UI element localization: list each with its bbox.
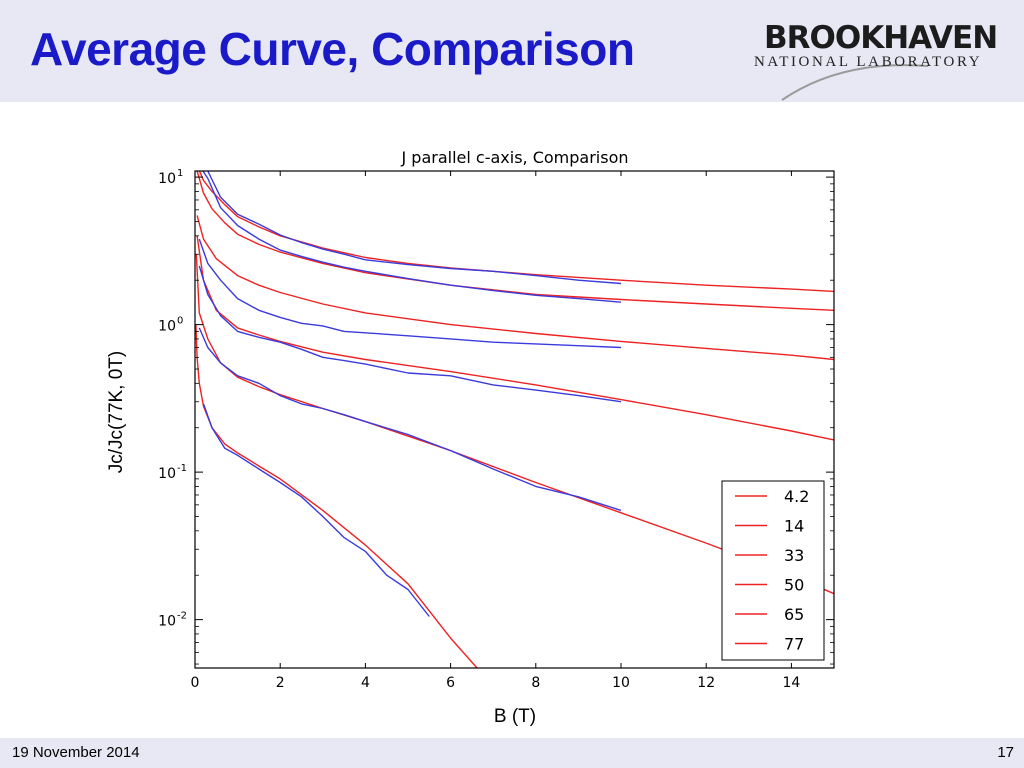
series-line-33 [196, 215, 834, 361]
legend-label: 65 [784, 605, 804, 624]
footer-band [0, 738, 1024, 768]
x-tick-label: 2 [276, 675, 285, 691]
y-tick-label: 10 -2 [158, 611, 187, 630]
y-tick-label: 10 1 [158, 168, 183, 187]
series-layer [195, 171, 834, 668]
y-tick-label-base: 10 [158, 614, 176, 630]
logo-swoosh-icon [781, 64, 929, 101]
y-tick-label-base: 10 [158, 319, 176, 335]
measured-series-line-7 [207, 171, 622, 285]
legend-label: 14 [784, 517, 804, 536]
chart-title: J parallel c-axis, Comparison [400, 148, 628, 167]
jc-comparison-chart: J parallel c-axis, Comparison 0 2 4 6 8 10 12 1… [106, 148, 835, 727]
measured-series-line-10 [198, 265, 622, 403]
y-tick-label: 10 0 [158, 316, 183, 335]
plot-frame [194, 170, 835, 669]
y-tick-label-base: 10 [158, 171, 176, 187]
y-tick-label-base: 10 [158, 466, 176, 482]
header-band [0, 0, 1024, 102]
legend-label: 50 [784, 576, 804, 595]
y-tick-label-exponent: -2 [177, 611, 187, 622]
series-line-4-2 [198, 171, 834, 293]
x-tick-label: 6 [446, 675, 455, 691]
x-tick-label: 4 [361, 675, 370, 691]
logo-name: BROOKHAVEN [764, 20, 998, 56]
series-line-77 [195, 324, 478, 668]
measured-series-line-8 [202, 171, 622, 303]
measured-series-line-12 [202, 403, 430, 617]
brookhaven-logo: BROOKHAVEN NATIONAL LABORATORY [748, 18, 1024, 102]
y-tick-label-exponent: -1 [177, 463, 187, 474]
chart-legend: 4.2 14 33 50 65 77 [721, 480, 825, 661]
legend-label: 77 [784, 635, 804, 654]
measured-series-line-11 [198, 327, 622, 512]
legend-box [721, 480, 825, 661]
y-tick-label: 10 -1 [158, 463, 187, 482]
x-tick-label: 12 [697, 675, 715, 691]
measured-series-line-9 [198, 238, 622, 349]
footer-date: 19 November 2014 [12, 744, 140, 761]
legend-label: 4.2 [784, 487, 809, 506]
y-tick-label-exponent: 0 [177, 316, 183, 327]
x-tick-label: 8 [531, 675, 540, 691]
x-tick-label: 14 [782, 675, 800, 691]
x-axis-label: B (T) [494, 706, 536, 727]
y-tick-label-exponent: 1 [177, 168, 183, 179]
page-number: 17 [997, 744, 1014, 761]
y-axis-label: Jc/Jc(77K, 0T) [106, 351, 127, 473]
logo-subtitle: NATIONAL LABORATORY [754, 54, 983, 70]
legend-label: 33 [784, 546, 804, 565]
x-tick-label: 10 [612, 675, 630, 691]
slide-title: Average Curve, Comparison [30, 23, 635, 75]
series-line-14 [196, 171, 834, 311]
x-tick-label: 0 [191, 675, 200, 691]
